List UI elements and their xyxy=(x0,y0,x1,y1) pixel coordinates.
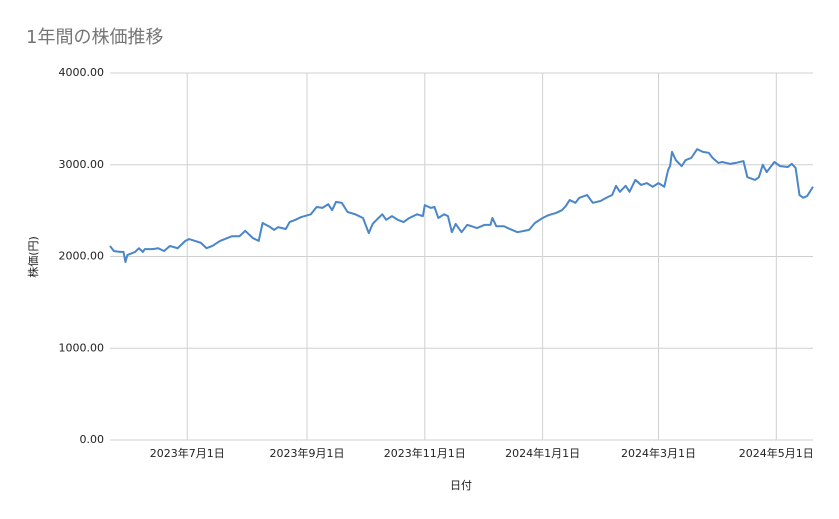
y-axis-label: 株価(円) xyxy=(26,236,40,278)
chart-title: 1年間の株価推移 xyxy=(26,27,163,48)
x-tick-label: 2023年7月1日 xyxy=(150,446,225,460)
x-axis-label: 日付 xyxy=(450,479,472,492)
x-tick-label: 2023年11月1日 xyxy=(384,446,466,460)
x-tick-label: 2023年9月1日 xyxy=(269,446,344,460)
x-tick-label: 2024年1月1日 xyxy=(505,446,580,460)
y-tick-label: 1000.00 xyxy=(59,341,105,354)
y-tick-label: 0.00 xyxy=(80,433,105,446)
x-tick-label: 2024年3月1日 xyxy=(621,446,696,460)
price-line xyxy=(109,148,814,263)
y-tick-label: 4000.00 xyxy=(59,66,105,79)
y-tick-label: 2000.00 xyxy=(59,250,105,263)
x-tick-label: 2024年5月1日 xyxy=(739,446,814,460)
y-tick-label: 3000.00 xyxy=(59,158,105,171)
